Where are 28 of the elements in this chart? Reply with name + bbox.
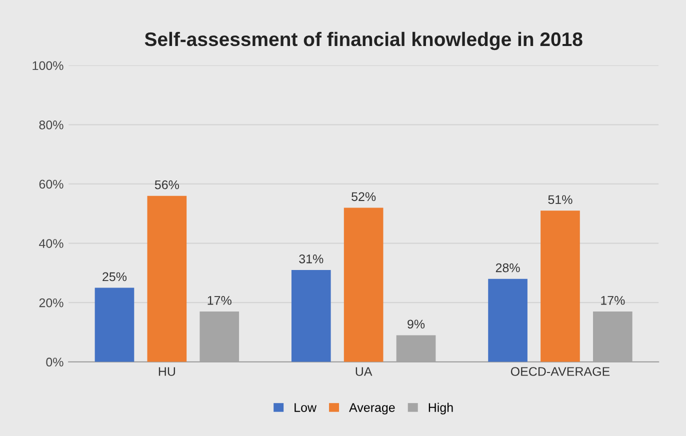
bar xyxy=(540,210,580,362)
data-label: 9% xyxy=(408,320,425,329)
data-label: 17% xyxy=(208,296,232,305)
y-tick-label: 100% xyxy=(32,61,64,70)
data-label: 17% xyxy=(601,296,625,305)
bar xyxy=(488,278,528,362)
data-label: 25% xyxy=(102,272,127,282)
x-tick-label: UA xyxy=(356,367,372,376)
data-label: 56% xyxy=(154,180,179,190)
data-label: 31% xyxy=(299,254,324,264)
data-label: 28% xyxy=(496,263,520,272)
y-tick-label: 60% xyxy=(39,180,64,189)
data-label: 51% xyxy=(548,195,572,204)
legend-label: Low xyxy=(294,403,317,412)
bar xyxy=(147,196,187,362)
legend-label: Average xyxy=(349,403,395,414)
x-tick-label: HU xyxy=(158,367,175,376)
chart-title: Self-assessment of financial knowledge in 2018 xyxy=(144,32,582,50)
bar xyxy=(344,208,384,362)
data-label: 52% xyxy=(352,192,376,202)
y-tick-label: 80% xyxy=(39,120,64,130)
y-tick-label: 20% xyxy=(39,298,64,308)
x-tick-label: OECD-AVERAGE xyxy=(510,367,610,376)
legend-label: High xyxy=(428,402,453,414)
bar xyxy=(94,288,134,362)
y-tick-label: 0% xyxy=(46,358,64,367)
bar xyxy=(291,270,331,362)
y-tick-label: 40% xyxy=(39,239,64,248)
